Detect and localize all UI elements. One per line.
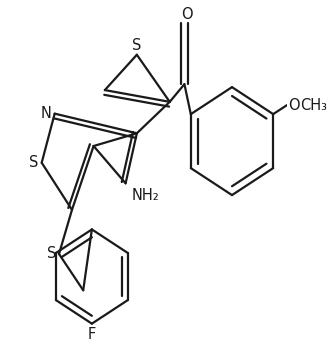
Text: S: S <box>47 246 56 261</box>
Text: O: O <box>182 7 193 22</box>
Text: NH₂: NH₂ <box>131 188 159 203</box>
Text: F: F <box>88 327 96 342</box>
Text: N: N <box>41 106 52 121</box>
Text: S: S <box>30 155 39 170</box>
Text: S: S <box>132 38 141 53</box>
Text: CH₃: CH₃ <box>301 98 328 113</box>
Text: O: O <box>288 98 300 113</box>
